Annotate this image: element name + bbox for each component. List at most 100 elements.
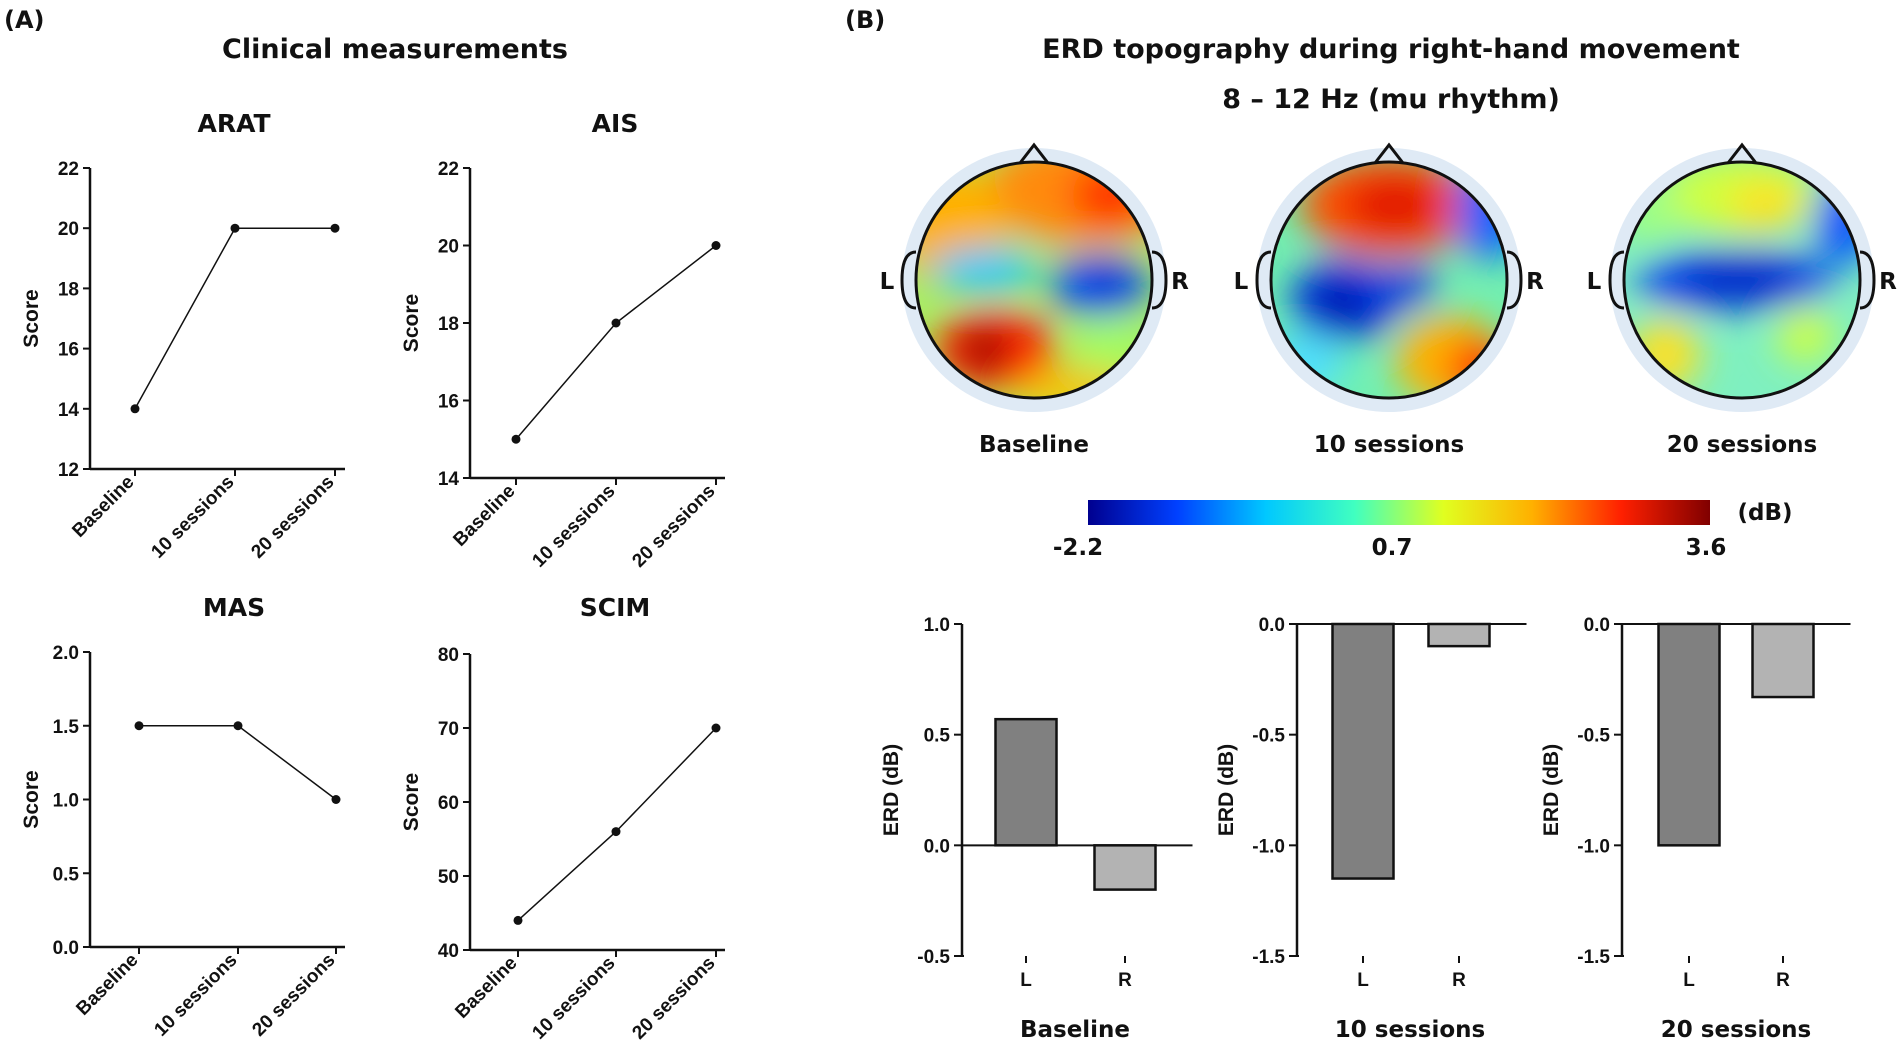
x-axis-label: Baseline (1020, 1017, 1130, 1043)
scim-line-chart: SCIM 40 50 60 70 80 Baseline 10 sessions 20 sess… (400, 593, 725, 1044)
right-hemisphere-label: R (1879, 269, 1897, 295)
series-line (515, 244, 717, 440)
colorbar-unit: (dB) (1737, 500, 1792, 526)
x-tick-label: R (1452, 970, 1466, 991)
chart-title: SCIM (580, 593, 651, 622)
y-tick-label: -1.0 (1252, 836, 1285, 857)
data-point (230, 223, 240, 233)
y-tick-label: 0.0 (1584, 615, 1610, 636)
y-axis-label: Score (20, 289, 43, 347)
colorbar-gradient (1088, 500, 1710, 525)
topomap-field (1271, 162, 1507, 398)
x-tick-label: 20 sessions (628, 953, 719, 1044)
x-tick-label: Baseline (449, 481, 519, 551)
left-hemisphere-label: L (880, 269, 895, 295)
ais-line-chart: AIS 14 16 18 20 22 Baseline 10 sessions 20 sessi… (400, 109, 725, 572)
x-tick-label: R (1118, 970, 1132, 991)
chart-title: MAS (203, 593, 265, 622)
head-outline (914, 160, 1154, 400)
x-tick-label: L (1357, 970, 1369, 991)
y-tick-label: 0.0 (53, 938, 79, 959)
panel-b-label: (B) (845, 6, 885, 34)
data-point (330, 223, 340, 233)
x-tick-label: L (1020, 970, 1032, 991)
y-tick-label: 20 (58, 219, 79, 240)
data-point (134, 721, 144, 731)
nose-marker (1018, 142, 1050, 164)
arat-line-chart: ARAT 12 14 16 18 20 22 Baseline 10 sessions 20 se… (20, 109, 345, 563)
data-point (233, 721, 243, 731)
right-ear-marker (1859, 250, 1876, 310)
y-tick-label: 22 (58, 159, 79, 180)
right-hemisphere-label: R (1171, 269, 1189, 295)
data-point (331, 795, 341, 804)
x-tick-label: Baseline (451, 953, 521, 1023)
topomap-caption: 10 sessions (1314, 432, 1464, 458)
left-hemisphere-label: L (1234, 269, 1249, 295)
y-tick-label: 0.0 (1259, 615, 1285, 636)
y-tick-label: 1.0 (924, 615, 950, 636)
y-tick-label: 40 (438, 941, 459, 962)
right-ear-marker (1506, 250, 1523, 310)
y-tick-label: 70 (438, 719, 459, 740)
x-tick-label: 20 sessions (247, 472, 338, 563)
data-point (611, 827, 621, 837)
nose-marker (1373, 142, 1405, 164)
bar-l (1331, 622, 1395, 880)
x-tick-label: Baseline (68, 472, 138, 542)
y-tick-label: 1.0 (53, 791, 79, 812)
x-tick-label: 10 sessions (528, 953, 619, 1044)
left-ear-marker (900, 250, 917, 310)
y-tick-label: -1.0 (1577, 836, 1610, 857)
y-tick-label: -0.5 (917, 947, 950, 968)
y-axis-label: Score (400, 294, 423, 352)
x-tick-label: 10 sessions (528, 481, 619, 572)
x-tick-label: 10 sessions (150, 950, 241, 1041)
topomap-field (916, 162, 1152, 398)
chart-title: AIS (592, 109, 639, 138)
y-tick-label: 16 (58, 340, 79, 361)
y-tick-label: 2.0 (53, 643, 79, 664)
bar-l (994, 717, 1058, 847)
right-ear-marker (1151, 250, 1168, 310)
data-point (711, 241, 721, 250)
chart-title: ARAT (197, 109, 270, 138)
bar-r (1427, 622, 1491, 648)
y-axis-label: ERD (dB) (1215, 744, 1238, 836)
y-tick-label: 0.5 (53, 864, 80, 885)
y-tick-label: 12 (58, 460, 79, 481)
y-tick-label: 50 (438, 867, 459, 888)
y-axis-label: ERD (dB) (880, 744, 903, 836)
y-tick-label: -1.5 (1252, 947, 1285, 968)
bar-r (1751, 622, 1815, 699)
y-tick-label: 60 (438, 793, 459, 814)
topomap-caption: Baseline (979, 432, 1089, 458)
series-line (139, 725, 337, 801)
data-point (711, 723, 721, 733)
topomap-baseline: L R Baseline (880, 142, 1189, 458)
x-tick-label: L (1683, 970, 1695, 991)
left-hemisphere-label: L (1587, 269, 1602, 295)
series-line (517, 727, 717, 921)
y-tick-label: -0.5 (1252, 726, 1285, 747)
data-point (513, 915, 523, 925)
left-ear-marker (1255, 250, 1272, 310)
panel-b-title-line2: 8 – 12 Hz (mu rhythm) (1222, 84, 1560, 115)
y-tick-label: 18 (58, 279, 79, 300)
y-tick-label: 20 (438, 237, 459, 258)
x-tick-label: 20 sessions (248, 950, 339, 1041)
colorbar-min-label: -2.2 (1053, 535, 1103, 561)
data-point (130, 404, 140, 414)
ten-sessions-erd-bar-chart: -1.5 -1.0 -0.5 0.0 L R ERD (dB) 10 sessions (1215, 615, 1527, 1043)
x-tick-label: 10 sessions (147, 472, 238, 563)
series-line (134, 227, 335, 410)
y-tick-label: 1.5 (53, 717, 80, 738)
panel-a-label: (A) (4, 6, 45, 34)
twenty-sessions-erd-bar-chart: -1.5 -1.0 -0.5 0.0 L R ERD (dB) 20 sessions (1540, 615, 1851, 1043)
y-tick-label: 0.5 (924, 726, 951, 747)
bar-r (1093, 844, 1157, 891)
x-axis-label: 10 sessions (1335, 1017, 1485, 1043)
colorbar-mid-label: 0.7 (1372, 535, 1413, 561)
y-axis-label: Score (400, 773, 423, 831)
x-axis-label: 20 sessions (1661, 1017, 1811, 1043)
